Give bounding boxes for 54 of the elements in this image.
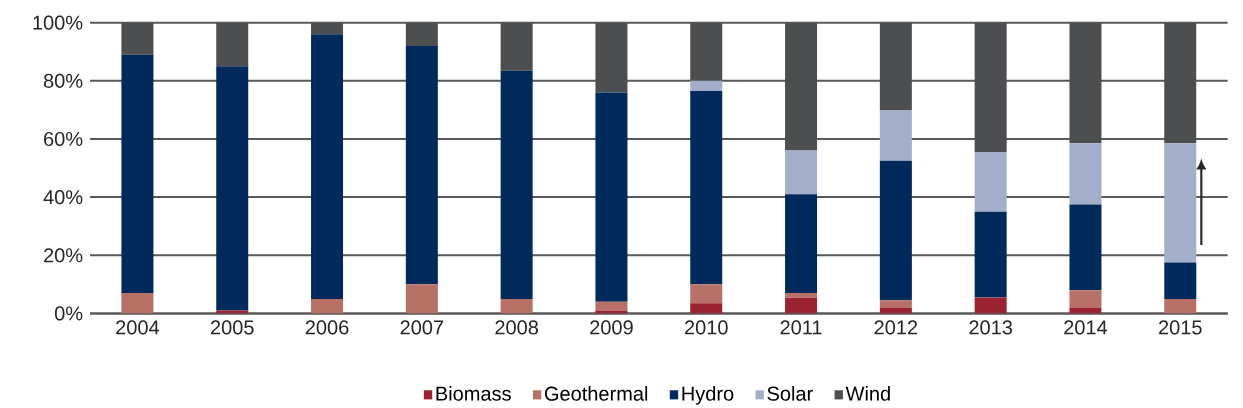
x-tick-label: 2009: [590, 320, 633, 335]
bar: [311, 298, 344, 314]
bar: [974, 211, 1007, 298]
bar: [690, 90, 723, 285]
bar: [121, 293, 154, 314]
bar: [785, 293, 818, 298]
bar: [974, 297, 1007, 314]
x-tick-label: 2006: [305, 320, 349, 335]
y-tick-label: 20%: [44, 248, 83, 263]
bar: [216, 66, 249, 311]
bar: [500, 298, 533, 314]
x-tick-label: 2007: [400, 320, 444, 335]
bar: [1164, 262, 1197, 299]
bar: [785, 150, 818, 195]
bar: [690, 284, 723, 304]
bar: [1069, 204, 1102, 291]
bar: [879, 300, 912, 308]
bar: [405, 284, 438, 314]
y-tick-label: 0%: [54, 306, 83, 321]
legend-label: Hydro: [682, 386, 734, 405]
bar: [1164, 298, 1197, 314]
bar: [1069, 143, 1102, 205]
bar: [311, 34, 344, 299]
bar: [595, 301, 628, 311]
bar: [1069, 290, 1102, 308]
y-tick-label: 100%: [33, 15, 83, 30]
legend-label: Wind: [845, 386, 890, 401]
x-tick-label: 2014: [1064, 320, 1108, 335]
legend-label: Geothermal: [544, 386, 648, 401]
x-tick-label: 2013: [969, 320, 1013, 335]
x-tick-label: 2005: [210, 320, 254, 335]
y-tick-label: 40%: [43, 189, 83, 205]
bar: [405, 45, 438, 285]
x-tick-label: 2010: [685, 320, 728, 335]
legend-label: Solar: [767, 386, 813, 401]
x-tick-label: 2015: [1159, 320, 1202, 335]
bar: [974, 152, 1007, 212]
bar: [879, 109, 912, 161]
bar: [690, 80, 723, 91]
bar: [785, 297, 818, 314]
y-tick-label: 80%: [43, 73, 83, 88]
bar: [690, 303, 723, 314]
bar: [500, 70, 533, 299]
x-tick-label: 2004: [116, 320, 160, 335]
legend-label: Biomass: [436, 386, 511, 401]
bar: [879, 160, 912, 301]
bar: [595, 92, 628, 302]
x-tick-label: 2008: [495, 320, 539, 335]
y-tick-label: 60%: [44, 131, 83, 146]
x-tick-label: 2011: [780, 320, 822, 335]
bar: [785, 194, 818, 294]
bar: [1164, 143, 1197, 263]
bar: [121, 54, 154, 294]
x-tick-label: 2012: [874, 320, 918, 335]
